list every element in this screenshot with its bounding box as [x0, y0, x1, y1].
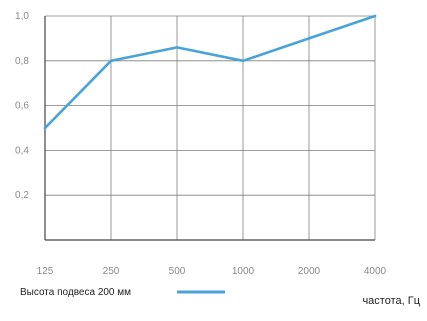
- legend: Высота подвеса 200 мм: [20, 287, 225, 298]
- legend-label: Высота подвеса 200 мм: [20, 287, 131, 298]
- plot-frame: [44, 16, 375, 241]
- x-tick-label: 250: [103, 266, 120, 277]
- y-tick-label: 0,8: [15, 56, 29, 67]
- x-axis-unit-label: частота, Гц: [362, 295, 420, 307]
- y-tick-labels: 1,0 0,8 0,6 0,4 0,2: [15, 11, 29, 201]
- series-layer: [43, 14, 377, 130]
- x-tick-label: 500: [169, 266, 186, 277]
- x-tick-label: 2000: [298, 266, 321, 277]
- data-point: [43, 126, 47, 130]
- x-tick-labels: 125 250 500 1000 2000 4000: [37, 266, 387, 277]
- data-point: [241, 59, 245, 63]
- data-point: [373, 14, 377, 18]
- x-tick-label: 125: [37, 266, 54, 277]
- x-tick-label: 1000: [232, 266, 255, 277]
- data-point: [109, 59, 113, 63]
- y-tick-label: 0,6: [15, 101, 29, 112]
- data-point: [307, 37, 311, 40]
- series-line: [43, 14, 377, 130]
- x-tick-label: 4000: [364, 266, 387, 277]
- data-point: [175, 46, 179, 49]
- chart-grid: [44, 15, 376, 240]
- y-tick-label: 1,0: [15, 11, 29, 22]
- y-tick-label: 0,2: [15, 190, 29, 201]
- y-tick-label: 0,4: [15, 145, 29, 156]
